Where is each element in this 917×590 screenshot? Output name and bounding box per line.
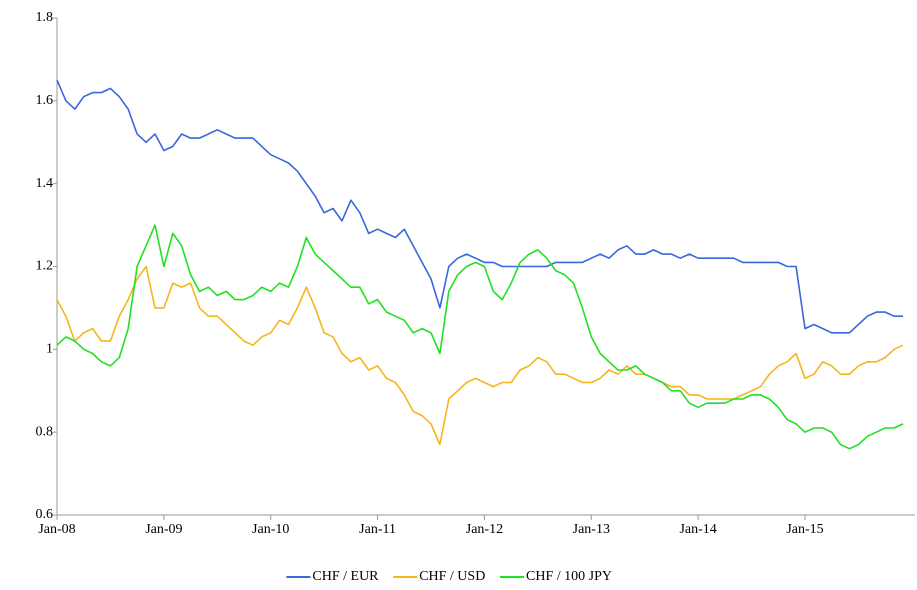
line-series bbox=[56, 224, 904, 450]
x-tick-label: Jan-08 bbox=[38, 522, 75, 537]
line-series bbox=[56, 265, 904, 446]
x-tick-label: Jan-09 bbox=[145, 522, 182, 537]
x-tick-label: Jan-13 bbox=[573, 522, 610, 537]
y-tick-label: 1 bbox=[46, 342, 53, 357]
x-tick-label: Jan-15 bbox=[786, 522, 823, 537]
y-tick-label: 0.6 bbox=[36, 507, 54, 522]
line-series bbox=[56, 79, 903, 334]
x-tick-label: Jan-10 bbox=[252, 522, 289, 537]
y-tick-label: 1.8 bbox=[36, 10, 54, 25]
legend-label: CHF / USD bbox=[419, 569, 485, 584]
y-tick-label: 0.8 bbox=[36, 424, 54, 439]
y-tick-label: 1.6 bbox=[36, 93, 54, 108]
legend-label: CHF / EUR bbox=[312, 569, 379, 584]
x-tick-label: Jan-14 bbox=[679, 522, 716, 537]
x-tick-label: Jan-11 bbox=[359, 522, 396, 537]
y-tick-label: 1.4 bbox=[36, 176, 54, 191]
legend-label: CHF / 100 JPY bbox=[526, 569, 612, 584]
x-tick-label: Jan-12 bbox=[466, 522, 503, 537]
y-tick-label: 1.2 bbox=[36, 259, 54, 274]
